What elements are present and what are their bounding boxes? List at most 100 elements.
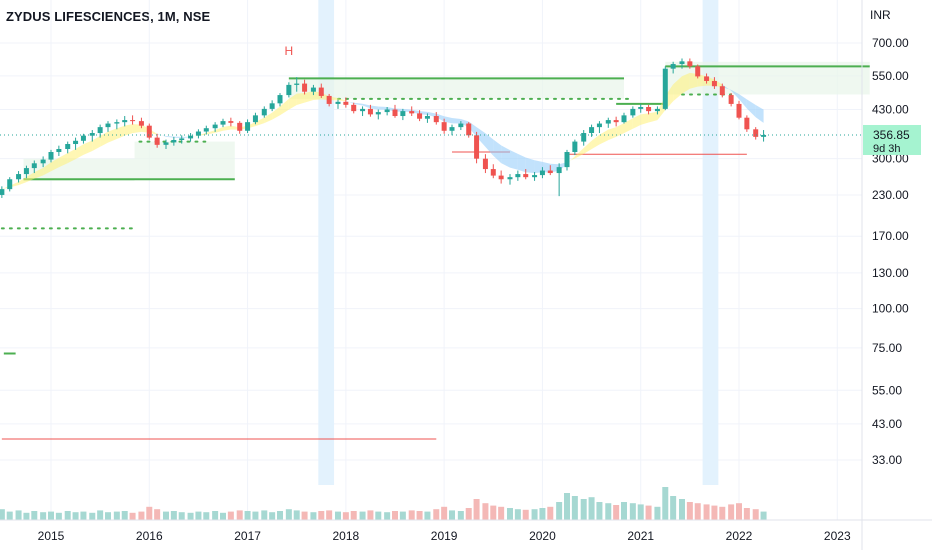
candle [343,97,349,108]
volume-bar [310,512,317,520]
ribbon-segment [58,153,68,168]
candle-body [539,170,545,176]
ribbon-segment [525,157,535,174]
volume-bar [334,511,341,520]
volume-bar [662,487,669,520]
candle [687,58,693,69]
volume-bar [31,511,38,520]
volume-bar [146,506,153,520]
candle [294,77,300,92]
volume-bar [326,510,333,520]
candle [31,160,37,174]
ribbon-segment [116,125,125,139]
volume-bar [719,506,726,520]
ma-ribbon [1,72,764,190]
ribbon-segment [83,140,93,155]
volume-bar [121,511,128,520]
candle-body [630,108,636,116]
candle [728,93,734,107]
candle-body [188,135,194,139]
candle-body [252,115,258,123]
candle [654,106,660,115]
volume-bar [162,511,169,520]
volume-bar [703,504,710,520]
candle-body [613,120,619,123]
ribbon-segment [648,111,658,123]
candle-body [547,170,553,174]
candle [220,118,226,128]
volume-bar [399,511,406,520]
candle-body [220,121,226,125]
candle-body [294,83,300,85]
candle-body [679,61,685,65]
candle-body [581,133,587,142]
candle [40,156,46,168]
volume-bar [170,511,177,520]
volume-bar [637,504,644,520]
highlight-band [318,0,335,485]
volume-bar [564,493,570,520]
volume-bars [0,487,767,520]
volume-bar [301,511,308,520]
volume-bar [392,511,398,520]
volume-bar [154,509,161,520]
volume-bar [490,505,497,520]
volume-bar [645,505,652,520]
candle-body [482,158,488,170]
volume-bar [23,512,30,520]
volume-bar [621,502,628,520]
candle-body [670,64,676,69]
candle-body [130,120,136,122]
candle [286,82,292,98]
candle [122,116,128,127]
volume-bar [473,499,480,520]
volume-bar [416,511,423,520]
countdown-label: 9d 3h [873,143,901,155]
y-tick-label: 550.00 [872,69,909,83]
candle [360,106,366,117]
candle [188,133,194,142]
volume-bar [195,511,202,520]
y-tick-label: 43.00 [872,417,902,431]
zone-shade [134,141,235,180]
ribbon-segment [739,94,747,109]
candle-body [523,174,529,178]
candle-body [384,109,390,113]
volume-bar [220,512,226,520]
candle [711,77,717,89]
candle [679,58,685,69]
ribbon-segment [632,114,641,129]
candle [490,164,496,179]
candle [375,109,381,120]
ribbon-segment [608,127,617,141]
candle [400,108,406,121]
candle-body [532,175,538,178]
candle [7,177,13,192]
volume-bar [138,511,145,520]
zones [0,61,870,440]
candle-body [507,177,513,180]
candle-body [48,152,54,160]
candle-body [302,83,308,92]
candle [23,165,29,179]
volume-bar [15,510,22,520]
candle-body [704,76,710,81]
candle [261,106,267,118]
ribbon-segment [280,98,289,116]
ribbon-segment [165,135,174,138]
candle [56,145,62,156]
volume-bar [40,512,47,520]
candle-body [441,122,447,131]
candle-body [392,109,398,117]
ribbon-segment [411,109,420,115]
candle [252,112,258,125]
ribbon-segment [501,145,510,168]
candle [547,165,553,176]
candle-body [367,108,373,115]
volume-bar [48,511,54,520]
candle [474,131,480,164]
candle-body [23,168,29,175]
volume-bar [531,509,538,520]
ribbon-segment [18,177,27,186]
